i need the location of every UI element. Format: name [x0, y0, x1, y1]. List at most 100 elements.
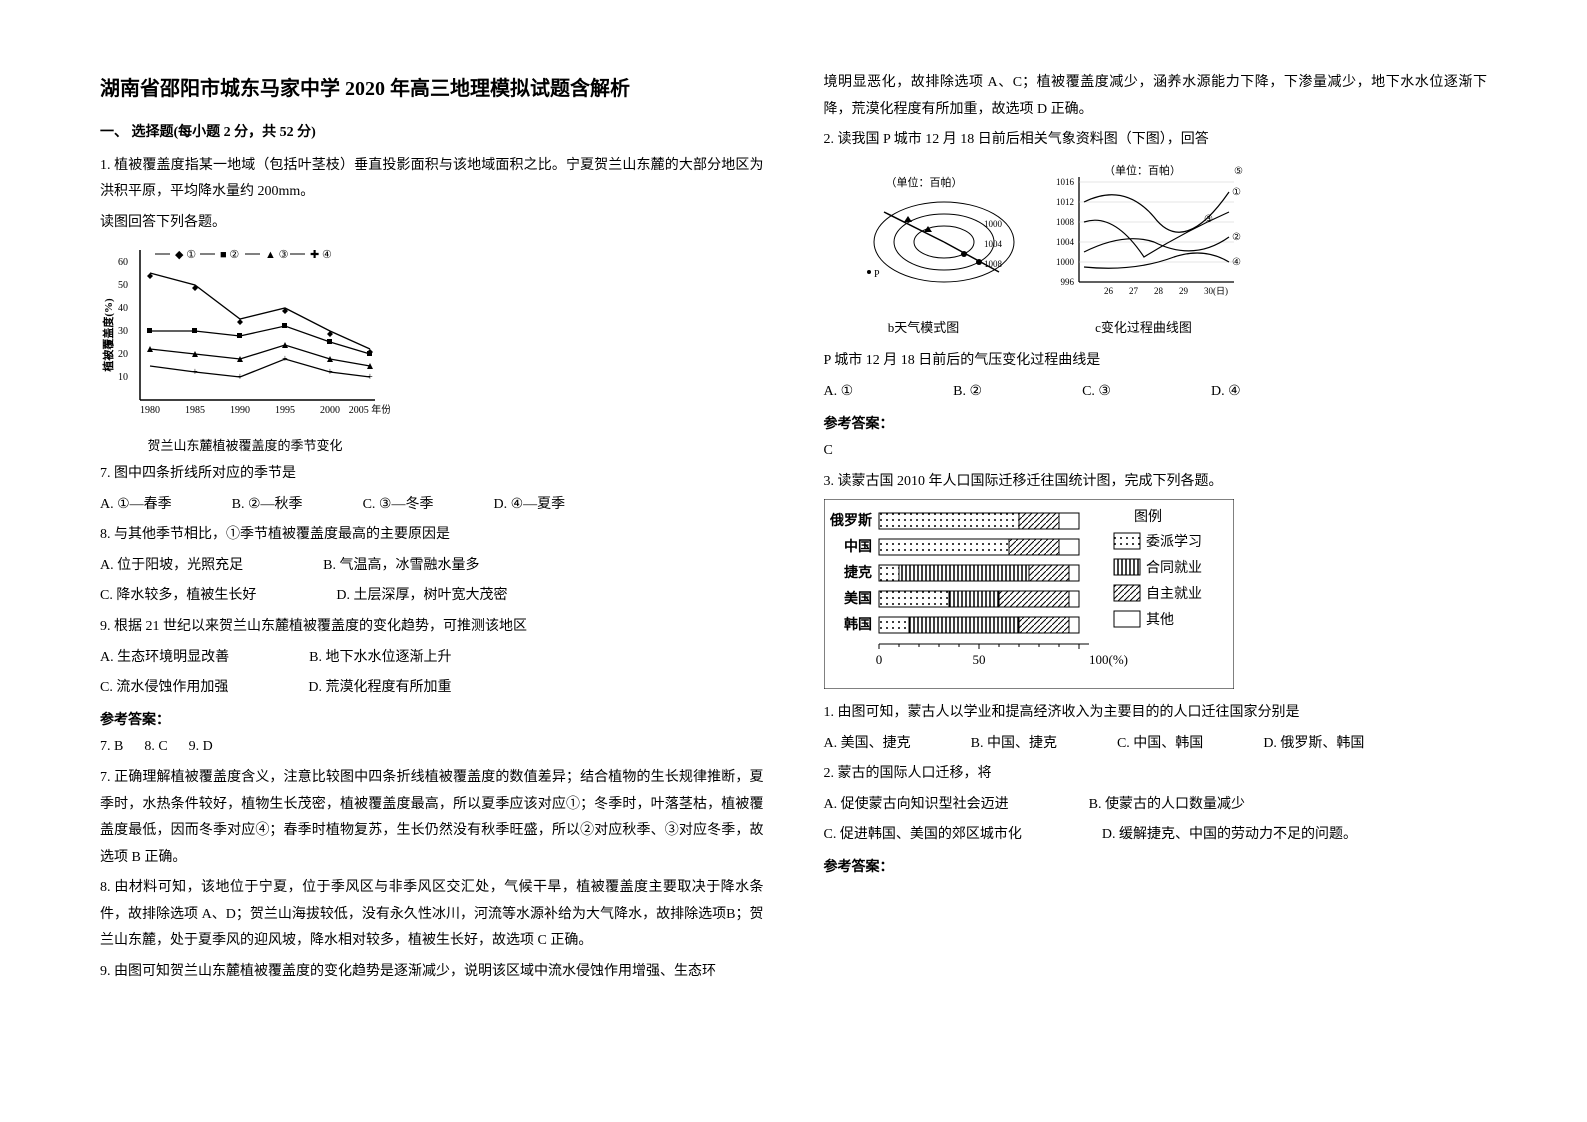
q9-options-row2: C. 流水侵蚀作用加强 D. 荒漠化程度有所加重 — [100, 675, 764, 702]
svg-text:29: 29 — [1179, 286, 1189, 296]
svg-text:③: ③ — [1204, 214, 1213, 225]
q9-opt-b: B. 地下水水位逐渐上升 — [309, 645, 451, 672]
section-1-heading: 一、 选择题(每小题 2 分，共 52 分) — [100, 120, 764, 147]
svg-text:1004: 1004 — [1056, 237, 1075, 247]
q7-opt-b: B. ②—秋季 — [232, 492, 303, 519]
q3-2-text: 2. 蒙古的国际人口迁移，将 — [824, 761, 1488, 788]
svg-text:美国: 美国 — [844, 590, 872, 607]
q1-expl8: 8. 由材料可知，该地位于宁夏，位于季风区与非季风区交汇处，气候干旱，植被覆盖度… — [100, 875, 764, 955]
svg-text:20: 20 — [118, 349, 128, 360]
svg-text:（单位：百帕）: （单位：百帕） — [1104, 163, 1181, 177]
q2-intro: 2. 读我国 P 城市 12 月 18 日前后相关气象资料图（下图），回答 — [824, 127, 1488, 154]
svg-text:中国: 中国 — [844, 538, 872, 555]
svg-text:+: + — [282, 354, 288, 365]
q2-chart-right: （单位：百帕） ⑤ 996 1000 1004 1008 1012 1016 — [1044, 162, 1244, 341]
svg-text:1000: 1000 — [1056, 257, 1075, 267]
q2-options: A. ① B. ② C. ③ D. ④ — [824, 379, 1488, 406]
q3-2-options-row1: A. 促使蒙古向知识型社会迈进 B. 使蒙古的人口数量减少 — [824, 792, 1488, 819]
svg-text:1985: 1985 — [185, 405, 205, 416]
q8-options-row1: A. 位于阳坡，光照充足 B. 气温高，冰雪融水量多 — [100, 553, 764, 580]
q3-answer-label: 参考答案： — [824, 855, 1488, 882]
q1-chart-caption: 贺兰山东麓植被覆盖度的季节变化 — [100, 434, 390, 459]
q8-opt-b: B. 气温高，冰雪融水量多 — [323, 553, 479, 580]
svg-text:1990: 1990 — [230, 405, 250, 416]
q2-charts: （单位：百帕） 1000 1004 1008 P b天气模式图 — [824, 162, 1488, 341]
q2-opt-b: B. ② — [953, 379, 982, 406]
q1-intro-2: 读图回答下列各题。 — [100, 210, 764, 237]
exam-title: 湖南省邵阳市城东马家中学 2020 年高三地理模拟试题含解析 — [100, 70, 764, 108]
q2-opt-c: C. ③ — [1082, 379, 1111, 406]
q2-chart-left-caption: b天气模式图 — [824, 316, 1024, 341]
pressure-curve-svg: （单位：百帕） ⑤ 996 1000 1004 1008 1012 1016 — [1044, 162, 1244, 312]
q2-chart-right-caption: c变化过程曲线图 — [1044, 316, 1244, 341]
q3-2-opt-c: C. 促进韩国、美国的郊区城市化 — [824, 822, 1022, 849]
svg-text:⑤: ⑤ — [1234, 166, 1243, 177]
q3-1-opt-b: B. 中国、捷克 — [971, 731, 1057, 758]
svg-text:+: + — [327, 367, 333, 378]
svg-text:2005 年份: 2005 年份 — [349, 403, 390, 416]
svg-text:28: 28 — [1154, 286, 1164, 296]
q9-options-row1: A. 生态环境明显改善 B. 地下水水位逐渐上升 — [100, 645, 764, 672]
svg-text:40: 40 — [118, 303, 128, 314]
svg-text:韩国: 韩国 — [844, 616, 872, 633]
svg-text:1004: 1004 — [984, 239, 1003, 249]
svg-text:1016: 1016 — [1056, 177, 1075, 187]
svg-text:2000: 2000 — [320, 405, 340, 416]
q3-2-options-row2: C. 促进韩国、美国的郊区城市化 D. 缓解捷克、中国的劳动力不足的问题。 — [824, 822, 1488, 849]
svg-text:捷克: 捷克 — [844, 564, 872, 581]
q9-opt-a: A. 生态环境明显改善 — [100, 645, 229, 672]
weather-model-svg: （单位：百帕） 1000 1004 1008 P — [824, 172, 1024, 312]
svg-text:+: + — [192, 367, 198, 378]
q3-intro: 3. 读蒙古国 2010 年人口国际迁移迁往国统计图，完成下列各题。 — [824, 469, 1488, 496]
q1-answer-label: 参考答案： — [100, 708, 764, 735]
q2-chart-left: （单位：百帕） 1000 1004 1008 P b天气模式图 — [824, 172, 1024, 341]
left-column: 湖南省邵阳市城东马家中学 2020 年高三地理模拟试题含解析 一、 选择题(每小… — [100, 70, 764, 990]
svg-text:①: ① — [1232, 187, 1241, 198]
svg-text:1008: 1008 — [1056, 217, 1075, 227]
q9-opt-c: C. 流水侵蚀作用加强 — [100, 675, 228, 702]
q7-text: 7. 图中四条折线所对应的季节是 — [100, 461, 764, 488]
q1-intro-1: 1. 植被覆盖度指某一地域（包括叶茎枝）垂直投影面积与该地域面积之比。宁夏贺兰山… — [100, 153, 764, 206]
svg-text:0: 0 — [875, 652, 882, 667]
q1-answers: 7. B 8. C 9. D — [100, 734, 764, 761]
svg-text:■ ②: ■ ② — [220, 249, 239, 261]
q3-1-opt-d: D. 俄罗斯、韩国 — [1263, 731, 1364, 758]
q7-opt-a: A. ①—春季 — [100, 492, 172, 519]
right-column: 境明显恶化，故排除选项 A、C；植被覆盖度减少，涵养水源能力下降，下渗量减少，地… — [824, 70, 1488, 990]
svg-text:其他: 其他 — [1146, 612, 1174, 628]
q2-text: P 城市 12 月 18 日前后的气压变化过程曲线是 — [824, 348, 1488, 375]
q8-opt-a: A. 位于阳坡，光照充足 — [100, 553, 243, 580]
q2-answer: C — [824, 438, 1488, 465]
q1-expl7: 7. 正确理解植被覆盖度含义，注意比较图中四条折线植被覆盖度的数值差异；结合植物… — [100, 765, 764, 871]
q8-options-row2: C. 降水较多，植被生长好 D. 土层深厚，树叶宽大茂密 — [100, 583, 764, 610]
q2-answer-label: 参考答案： — [824, 412, 1488, 439]
svg-text:（单位：百帕）: （单位：百帕） — [885, 175, 962, 189]
svg-text:植被覆盖度(%): 植被覆盖度(%) — [101, 298, 115, 373]
q3-chart: 俄罗斯 中国 捷克 美国 韩国 — [824, 499, 1234, 689]
svg-text:+: + — [367, 372, 373, 383]
q1-chart: 10 20 30 40 50 60 植被覆盖度(%) 1980 1985 199… — [100, 240, 390, 459]
q9-opt-d: D. 荒漠化程度有所加重 — [308, 675, 451, 702]
q9-text: 9. 根据 21 世纪以来贺兰山东麓植被覆盖度的变化趋势，可推测该地区 — [100, 614, 764, 641]
q8-opt-c: C. 降水较多，植被生长好 — [100, 583, 256, 610]
svg-text:50: 50 — [118, 280, 128, 291]
svg-text:50: 50 — [972, 652, 985, 667]
svg-text:自主就业: 自主就业 — [1146, 586, 1202, 602]
q3-1-options: A. 美国、捷克 B. 中国、捷克 C. 中国、韩国 D. 俄罗斯、韩国 — [824, 731, 1488, 758]
svg-text:P: P — [874, 269, 880, 280]
svg-text:1995: 1995 — [275, 405, 295, 416]
svg-text:1008: 1008 — [984, 259, 1003, 269]
svg-text:委派学习: 委派学习 — [1146, 534, 1202, 550]
q3-2-opt-b: B. 使蒙古的人口数量减少 — [1089, 792, 1245, 819]
svg-text:996: 996 — [1060, 277, 1074, 287]
q7-opt-d: D. ④—夏季 — [493, 492, 565, 519]
svg-text:100(%): 100(%) — [1089, 652, 1128, 667]
svg-text:26: 26 — [1104, 286, 1114, 296]
q1-expl9-cont: 境明显恶化，故排除选项 A、C；植被覆盖度减少，涵养水源能力下降，下渗量减少，地… — [824, 70, 1488, 123]
q2-opt-a: A. ① — [824, 379, 854, 406]
svg-text:▲ ③: ▲ ③ — [265, 249, 289, 261]
q3-1-opt-a: A. 美国、捷克 — [824, 731, 911, 758]
svg-text:④: ④ — [1232, 257, 1241, 268]
svg-text:图例: 图例 — [1134, 509, 1162, 525]
svg-text:27: 27 — [1129, 286, 1139, 296]
